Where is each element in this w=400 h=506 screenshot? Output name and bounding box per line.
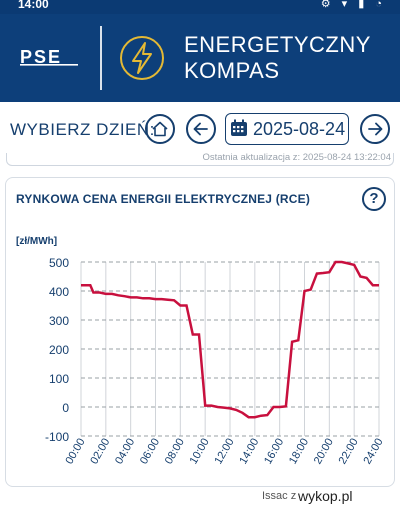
x-tick-label: 16:00 [262,437,286,467]
footer-brand: wykop.pl [298,488,353,504]
x-tick-label: 06:00 [138,437,162,467]
lightning-bolt-icon [120,36,164,80]
app-title-line2: KOMPAS [184,58,280,83]
footer: Issac z wykop.pl [0,488,400,506]
y-tick-label: 500 [49,256,69,270]
x-tick-label: 24:00 [361,437,385,467]
previous-day-button[interactable] [186,114,216,144]
status-bar: 14:00 ⚙ ▾ ▮ ◔ [0,0,400,14]
x-tick-label: 22:00 [337,437,361,467]
y-tick-label: 100 [49,372,69,386]
x-tick-label: 18:00 [287,437,311,467]
x-tick-label: 04:00 [113,437,137,467]
y-axis-unit-label: [zł/MWh] [16,236,57,247]
card-title: RYNKOWA CENA ENERGII ELEKTRYCZNEJ (RCE) [16,192,311,206]
last-update-bar: Ostatnia aktualizacja z: 2025-08-24 13:2… [6,152,394,166]
status-time: 14:00 [18,0,49,11]
arrow-left-icon [193,122,208,136]
choose-day-label: WYBIERZ DZIEŃ: [10,120,155,139]
calendar-icon [231,119,247,136]
help-button[interactable]: ? [362,187,386,211]
footer-user: Issac z [262,490,297,502]
y-tick-label: 300 [49,314,69,328]
date-picker[interactable]: 2025-08-24 [225,113,349,145]
selected-date: 2025-08-24 [253,119,346,139]
y-tick-label: 0 [62,401,69,415]
date-nav-bar: WYBIERZ DZIEŃ: 2025-08-24 [0,102,400,158]
y-tick-label: 200 [49,343,69,357]
y-tick-label: -100 [45,430,69,444]
header-divider [100,26,102,90]
x-tick-label: 12:00 [212,437,236,467]
rce-price-card: RYNKOWA CENA ENERGII ELEKTRYCZNEJ (RCE) … [5,177,395,487]
pse-logo-text: PSE [20,48,62,66]
x-tick-label: 20:00 [312,437,336,467]
next-day-button[interactable] [360,114,390,144]
price-series-line [81,260,379,419]
pse-logo: PSE [20,48,78,66]
x-tick-label: 02:00 [88,437,112,467]
app-title: ENERGETYCZNY KOMPAS [184,32,371,84]
x-tick-label: 14:00 [237,437,261,467]
last-update-text: Ostatnia aktualizacja z: 2025-08-24 13:2… [202,152,391,163]
y-tick-label: 400 [49,285,69,299]
x-tick-label: 08:00 [163,437,187,467]
home-button[interactable] [145,114,175,144]
home-icon [152,121,168,137]
app-header: PSE ENERGETYCZNY KOMPAS [0,14,400,102]
app-title-line1: ENERGETYCZNY [184,32,371,57]
x-tick-label: 10:00 [188,437,212,467]
arrow-right-icon [368,122,383,136]
status-icons: ⚙ ▾ ▮ ◔ [320,0,386,10]
